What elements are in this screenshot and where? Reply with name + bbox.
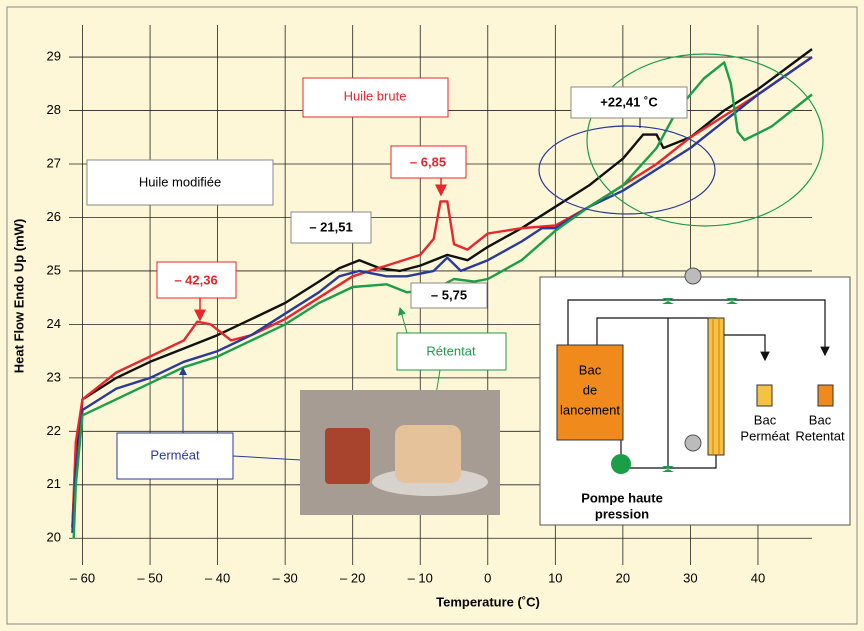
membrane — [708, 318, 724, 455]
x-tick-label: – 20 — [340, 570, 365, 585]
tank-label: de — [583, 382, 597, 397]
pump-label: Pompe haute — [581, 490, 663, 505]
x-tick-label: – 30 — [272, 570, 297, 585]
y-tick-label: 28 — [47, 102, 61, 117]
series-label: Huile brute — [344, 88, 407, 103]
y-tick-label: 21 — [47, 476, 61, 491]
beaker — [757, 385, 772, 406]
y-tick-label: 23 — [47, 369, 61, 384]
tank-label: lancement — [560, 402, 620, 417]
x-tick-label: – 10 — [408, 570, 433, 585]
gauge — [685, 268, 701, 284]
y-tick-label: 20 — [47, 530, 61, 545]
y-tick-label: 27 — [47, 155, 61, 170]
permeate-label: Perméat — [740, 428, 790, 443]
x-axis-title: Temperature (˚C) — [436, 594, 540, 609]
y-tick-label: 29 — [47, 49, 61, 64]
x-tick-label: 0 — [484, 570, 491, 585]
y-axis-title: Heat Flow Endo Up (mW) — [11, 219, 26, 374]
diagram: Bac de lancement Bac Perméat Bac Retenta… — [540, 268, 850, 525]
series-label: Huile modifiée — [139, 174, 221, 189]
tank-label: Bac — [579, 362, 602, 377]
gauge — [685, 435, 701, 451]
beaker — [818, 385, 833, 406]
x-tick-label: 10 — [548, 570, 562, 585]
y-tick-label: 22 — [47, 423, 61, 438]
pump — [611, 454, 631, 474]
series-label: Rétentat — [426, 343, 476, 358]
figure: 20 21 22 23 24 25 26 27 28 29 – 60 – 50 – 40 – 30 – 20… — [0, 0, 864, 631]
x-tick-label: 40 — [751, 570, 765, 585]
annotation: +22,41 ˚C — [600, 94, 658, 109]
retentate-label: Bac — [809, 412, 832, 427]
x-tick-label: 30 — [683, 570, 697, 585]
pump-label: pression — [595, 506, 649, 521]
annotation: – 42,36 — [174, 272, 217, 287]
annotation: – 6,85 — [410, 154, 446, 169]
permeate-beaker — [325, 428, 370, 484]
y-tick-label: 25 — [47, 262, 61, 277]
annotation: – 21,51 — [309, 219, 352, 234]
photo — [300, 390, 500, 515]
y-tick-label: 24 — [47, 316, 61, 331]
permeate-label: Bac — [754, 412, 777, 427]
series-label: Perméat — [150, 447, 200, 462]
x-tick-label: – 40 — [205, 570, 230, 585]
x-tick-label: 20 — [616, 570, 630, 585]
x-tick-label: – 60 — [70, 570, 95, 585]
retentate-label: Retentat — [795, 428, 845, 443]
x-tick-label: – 50 — [137, 570, 162, 585]
y-tick-label: 26 — [47, 209, 61, 224]
annotation: – 5,75 — [431, 287, 467, 302]
retentate-sample — [395, 425, 461, 483]
